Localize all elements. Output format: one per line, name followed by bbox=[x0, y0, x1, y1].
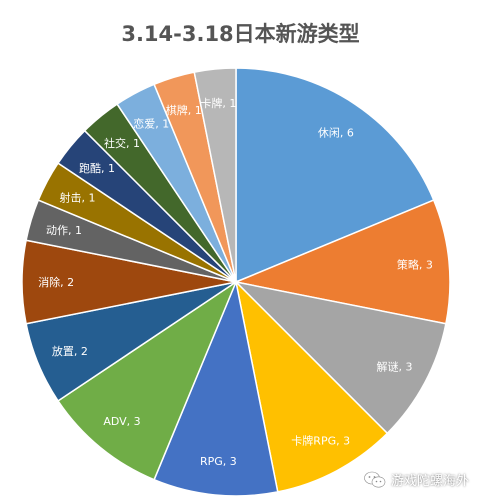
slice-label: 解谜, 3 bbox=[377, 360, 413, 374]
slice-label: ADV, 3 bbox=[103, 415, 140, 428]
pie-slice bbox=[233, 199, 451, 325]
slice-label: 卡牌RPG, 3 bbox=[291, 434, 350, 448]
slice-label: 跑酷, 1 bbox=[79, 161, 115, 175]
slice-label: 射击, 1 bbox=[60, 190, 96, 204]
wechat-icon bbox=[364, 471, 386, 487]
pie-slice bbox=[233, 280, 447, 435]
pie-labels: 休闲, 6 策略, 3 解谜, 3 卡牌RPG, 3 RPG, 3 ADV, 3 放置, 2… bbox=[38, 96, 433, 468]
pie-slice bbox=[235, 67, 435, 284]
watermark: 游戏陀螺海外 bbox=[364, 470, 469, 489]
pie-slice bbox=[234, 279, 389, 493]
slice-label: 策略, 3 bbox=[397, 257, 433, 271]
chart-title: 3.14-3.18日本新游类型 bbox=[121, 22, 360, 46]
slice-label: 棋牌, 1 bbox=[166, 103, 202, 117]
slice-label: 消除, 2 bbox=[38, 275, 74, 289]
pie-slice bbox=[193, 67, 237, 283]
pie-slice bbox=[57, 280, 238, 481]
watermark-text: 游戏陀螺海外 bbox=[390, 474, 469, 489]
slice-label: 放置, 2 bbox=[52, 344, 88, 358]
pie-slices bbox=[21, 67, 451, 497]
slice-label: 恋爱, 1 bbox=[133, 117, 169, 131]
slice-label: 休闲, 6 bbox=[318, 126, 354, 140]
slice-label: 动作, 1 bbox=[46, 224, 82, 237]
pie-slice bbox=[153, 279, 279, 497]
slice-label: 社交, 1 bbox=[104, 136, 140, 150]
slice-label: 卡牌, 1 bbox=[200, 96, 236, 110]
slice-label: RPG, 3 bbox=[200, 455, 237, 468]
